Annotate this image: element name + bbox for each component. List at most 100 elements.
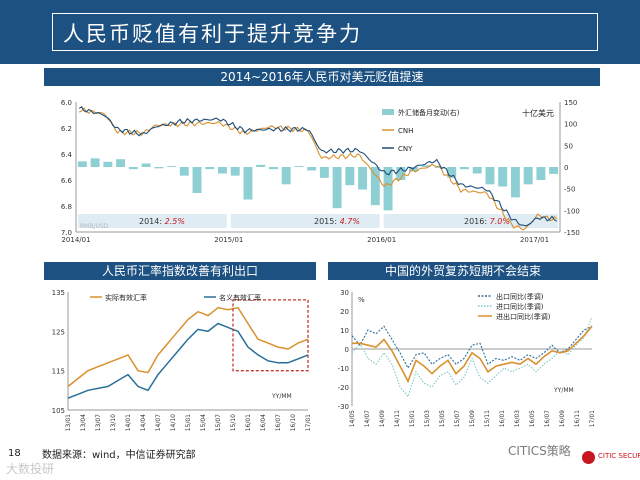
bl-x-tick-label: 15/07 bbox=[215, 414, 222, 431]
title-banner: 人民币贬值有利于提升竞争力 bbox=[0, 0, 640, 64]
bl-x-tick-label: 13/10 bbox=[110, 414, 117, 431]
legend-real-label: 实际有效汇率 bbox=[105, 293, 147, 302]
reserve-change-bar bbox=[434, 167, 444, 168]
legend-reserve-label: 外汇储备月变动(右) bbox=[398, 108, 460, 117]
bl-x-tick-label: 16/07 bbox=[275, 414, 282, 431]
logo-text: CITIC SECURITIES bbox=[598, 452, 640, 460]
reserve-change-bar bbox=[103, 161, 113, 167]
reserve-change-bar bbox=[319, 167, 329, 178]
reserve-change-bar bbox=[447, 167, 457, 178]
top-right-tick-label: 50 bbox=[564, 142, 573, 150]
br-x-tick-label: 15/05 bbox=[439, 410, 446, 427]
legend-import-label: 进口同比(季调) bbox=[496, 302, 544, 311]
bl-unit-label: YY/MM bbox=[271, 393, 292, 400]
reserve-change-bar bbox=[90, 158, 100, 167]
bl-x-tick-label: 14/04 bbox=[140, 414, 147, 431]
reserve-change-bar bbox=[179, 167, 189, 176]
reserve-change-bar bbox=[383, 167, 393, 211]
top-left-tick-label: 6.0 bbox=[61, 99, 72, 107]
br-y-tick-label: -20 bbox=[338, 384, 349, 392]
reserve-change-bar bbox=[332, 167, 342, 209]
bl-x-tick-label: 13/07 bbox=[95, 414, 102, 431]
top-left-tick-label: 6.2 bbox=[61, 125, 72, 133]
br-x-tick-label: 15/11 bbox=[484, 410, 491, 427]
br-x-tick-label: 16/03 bbox=[514, 410, 521, 427]
br-x-tick-label: 15/03 bbox=[424, 410, 431, 427]
top-right-tick-label: -150 bbox=[564, 229, 580, 237]
reserve-change-bar bbox=[498, 167, 508, 187]
year-depreciation-band bbox=[230, 214, 380, 228]
cny-line bbox=[78, 106, 558, 227]
br-x-tick-label: 17/01 bbox=[589, 410, 596, 427]
reserve-change-bar bbox=[549, 167, 559, 174]
reserve-change-bar bbox=[141, 163, 151, 167]
top-right-tick-label: 0 bbox=[564, 164, 568, 172]
reserve-change-bar bbox=[370, 167, 380, 206]
top-x-tick-label: 2017/01 bbox=[520, 236, 549, 244]
bl-x-tick-label: 13/04 bbox=[80, 414, 87, 431]
br-y-tick-label: 0 bbox=[345, 346, 349, 354]
top-left-tick-label: 7.0 bbox=[61, 229, 72, 237]
top-left-tick-label: 6.8 bbox=[61, 203, 72, 211]
br-x-tick-label: 16/05 bbox=[529, 410, 536, 427]
reserve-change-bar bbox=[358, 167, 368, 190]
br-y-tick-label: -30 bbox=[338, 403, 349, 411]
highlight-box bbox=[232, 299, 309, 372]
br-y-tick-label: 20 bbox=[340, 308, 349, 316]
year-depreciation-band bbox=[78, 214, 227, 228]
reserve-change-bar bbox=[243, 167, 253, 200]
reserve-change-bar bbox=[128, 167, 138, 170]
bl-x-tick-label: 16/10 bbox=[290, 414, 297, 431]
br-x-tick-label: 16/11 bbox=[574, 410, 581, 427]
legend-reserve-swatch bbox=[382, 109, 394, 115]
top-chart: 6.0 6.2 6.4 6.6 6.8 7.0 150 100 50 0 -50 -100 -150 20… bbox=[61, 99, 580, 244]
br-x-tick-label: 16/07 bbox=[544, 410, 551, 427]
import-yoy-line bbox=[351, 316, 593, 398]
top-right-tick-label: 100 bbox=[564, 121, 577, 129]
reserve-change-bar bbox=[472, 167, 482, 174]
bl-x-tick-label: 14/01 bbox=[125, 414, 132, 431]
bl-x-tick-label: 15/01 bbox=[185, 414, 192, 431]
legend-cnh-label: CNH bbox=[398, 127, 413, 135]
br-x-tick-label: 15/09 bbox=[469, 410, 476, 427]
reserve-change-bar bbox=[396, 167, 406, 180]
legend-trade-label: 进出口同比(季调) bbox=[496, 312, 551, 321]
trade-total-yoy-line bbox=[352, 325, 593, 384]
reserve-change-bar bbox=[256, 164, 266, 167]
reserve-change-bar bbox=[485, 167, 495, 185]
bl-x-tick-label: 13/01 bbox=[65, 414, 72, 431]
reserve-change-bar bbox=[205, 167, 215, 170]
bottom-right-chart: 30 20 10 0 -10 -20 -30% YY/MM 14/05 14/07 14/09 14/… bbox=[338, 289, 596, 427]
top-x-tick-label: 2016/01 bbox=[367, 236, 396, 244]
br-x-tick-label: 16/01 bbox=[499, 410, 506, 427]
br-x-tick-label: 14/11 bbox=[394, 410, 401, 427]
top-x-tick-label: 2014/01 bbox=[61, 236, 90, 244]
reserve-change-bar bbox=[268, 167, 278, 170]
reserve-change-bar bbox=[116, 159, 126, 167]
legend-cny-label: CNY bbox=[398, 145, 413, 153]
reserve-change-bar bbox=[192, 167, 202, 193]
top-left-tick-label: 6.6 bbox=[61, 177, 73, 185]
br-x-tick-label: 15/07 bbox=[454, 410, 461, 427]
top-right-unit: 十亿美元 bbox=[522, 108, 554, 118]
bl-y-tick-label: 125 bbox=[52, 328, 65, 336]
br-yymm-label: YY/MM bbox=[553, 387, 574, 394]
reserve-change-bar bbox=[167, 166, 176, 167]
source-note: 数据来源：wind，中信证券研究部 bbox=[42, 450, 196, 461]
top-chart-title: 2014~2016年人民币对美元贬值提速 bbox=[44, 68, 600, 86]
page-number: 18 bbox=[8, 448, 21, 459]
title-frame: 人民币贬值有利于提升竞争力 bbox=[52, 13, 598, 51]
top-right-tick-label: -100 bbox=[564, 207, 580, 215]
citic-logo: CITIC SECURITIES bbox=[582, 450, 640, 472]
bl-x-tick-label: 16/04 bbox=[260, 414, 267, 431]
br-unit-label: % bbox=[358, 296, 365, 304]
reserve-change-bar bbox=[523, 167, 533, 185]
depreciation-annotation: 2014: 2.5% bbox=[139, 217, 185, 226]
br-x-tick-label: 16/09 bbox=[559, 410, 566, 427]
reserve-change-bar bbox=[230, 167, 240, 176]
bottom-left-chart-title: 人民币汇率指数改善有利出口 bbox=[44, 262, 316, 280]
reserve-change-bar bbox=[294, 166, 304, 167]
bl-x-tick-label: 16/01 bbox=[245, 414, 252, 431]
bl-x-tick-label: 15/04 bbox=[200, 414, 207, 431]
